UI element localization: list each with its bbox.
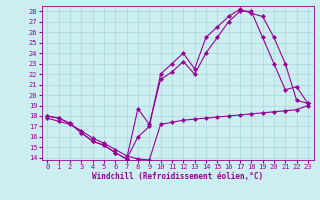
X-axis label: Windchill (Refroidissement éolien,°C): Windchill (Refroidissement éolien,°C) <box>92 172 263 181</box>
